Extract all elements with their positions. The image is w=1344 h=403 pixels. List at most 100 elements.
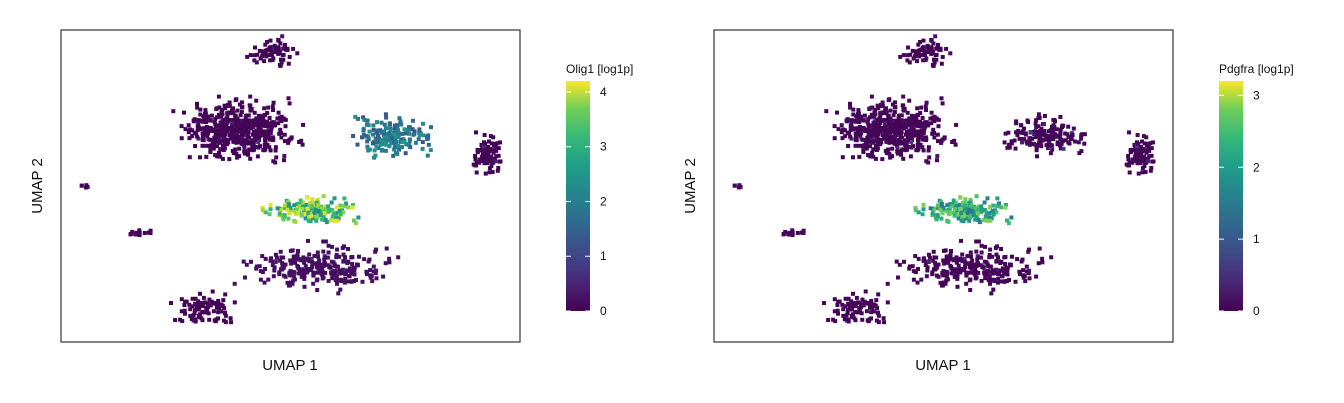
hex-point bbox=[884, 151, 889, 155]
hex-point bbox=[362, 117, 367, 122]
hex-point bbox=[1027, 136, 1032, 141]
hex-point bbox=[266, 124, 271, 129]
hex-point bbox=[855, 300, 860, 305]
hex-point bbox=[250, 144, 255, 149]
hex-point bbox=[303, 263, 308, 268]
hex-point bbox=[490, 170, 495, 174]
hex-point bbox=[247, 147, 252, 152]
hex-point bbox=[957, 203, 962, 207]
hex-point bbox=[279, 57, 283, 62]
hex-point bbox=[850, 126, 855, 131]
hex-point bbox=[380, 147, 385, 152]
colorbar-tick-label: 1 bbox=[1253, 232, 1260, 246]
hex-point bbox=[293, 209, 298, 214]
hex-point bbox=[893, 131, 898, 136]
hex-point bbox=[235, 155, 240, 160]
hex-point bbox=[285, 46, 290, 51]
hex-point bbox=[362, 257, 367, 262]
hex-point bbox=[842, 317, 847, 322]
hex-point bbox=[914, 49, 919, 54]
hex-point bbox=[182, 110, 186, 115]
hex-point bbox=[973, 217, 978, 222]
hex-point bbox=[219, 302, 224, 307]
hex-point bbox=[936, 124, 941, 129]
hex-point bbox=[218, 154, 223, 159]
x-axis-title: UMAP 1 bbox=[915, 357, 971, 374]
hex-point bbox=[959, 257, 964, 262]
hex-point bbox=[198, 291, 202, 296]
hex-point bbox=[407, 131, 412, 136]
hex-point bbox=[323, 204, 328, 209]
hex-point bbox=[990, 254, 995, 259]
hex-point bbox=[1059, 141, 1064, 146]
hex-point bbox=[1126, 154, 1131, 158]
hex-point bbox=[1135, 161, 1140, 166]
hex-point bbox=[977, 255, 981, 260]
hex-point bbox=[1052, 125, 1057, 130]
hex-point bbox=[231, 123, 236, 128]
hex-point bbox=[883, 148, 888, 153]
hex-point bbox=[953, 200, 958, 205]
hex-point bbox=[935, 213, 940, 218]
hex-point bbox=[242, 146, 247, 150]
hex-point bbox=[385, 126, 390, 130]
hex-point bbox=[921, 38, 926, 43]
hex-point bbox=[267, 212, 272, 217]
hex-point bbox=[269, 126, 274, 131]
hex-point bbox=[268, 202, 273, 207]
hex-point bbox=[218, 130, 223, 135]
hex-point bbox=[1028, 130, 1033, 135]
hex-point bbox=[996, 280, 1000, 285]
hex-point bbox=[291, 46, 296, 51]
hex-point bbox=[249, 139, 254, 144]
hex-point bbox=[216, 94, 221, 99]
hex-point bbox=[934, 46, 939, 51]
hex-point bbox=[295, 252, 300, 257]
hex-point bbox=[897, 262, 902, 267]
hex-point bbox=[941, 283, 945, 288]
hex-point bbox=[916, 42, 921, 47]
hex-point bbox=[908, 154, 913, 159]
hex-point bbox=[235, 126, 240, 131]
hex-point bbox=[360, 135, 364, 140]
hex-point bbox=[201, 295, 206, 300]
hex-point bbox=[844, 313, 849, 318]
hex-point bbox=[926, 252, 931, 257]
colorbar bbox=[1219, 81, 1243, 311]
hex-point bbox=[840, 155, 845, 160]
hex-point bbox=[935, 132, 940, 137]
hex-point bbox=[213, 319, 218, 324]
hex-point bbox=[277, 116, 282, 121]
hex-point bbox=[310, 264, 315, 269]
hex-point bbox=[868, 144, 872, 149]
hex-point bbox=[878, 112, 883, 117]
hex-point bbox=[215, 139, 219, 144]
hex-point bbox=[987, 278, 992, 283]
hex-point bbox=[311, 272, 316, 277]
hex-point bbox=[494, 154, 499, 159]
hex-point bbox=[919, 277, 924, 282]
hex-point bbox=[882, 320, 886, 325]
hex-point bbox=[969, 261, 974, 266]
hex-point bbox=[866, 319, 871, 324]
hex-point bbox=[1143, 161, 1148, 165]
hex-point bbox=[274, 155, 279, 160]
hex-point bbox=[240, 127, 245, 131]
hex-point bbox=[853, 126, 857, 131]
hex-point bbox=[990, 208, 995, 213]
hex-point bbox=[260, 254, 265, 259]
hex-point bbox=[836, 127, 841, 132]
hex-point bbox=[240, 105, 245, 110]
hex-point bbox=[851, 155, 855, 160]
hex-point bbox=[366, 137, 371, 141]
hex-point bbox=[967, 218, 972, 223]
hex-point bbox=[228, 118, 233, 122]
hex-point bbox=[1033, 142, 1038, 147]
hex-point bbox=[905, 53, 910, 58]
hex-point bbox=[374, 268, 379, 273]
hex-point bbox=[373, 136, 378, 141]
hex-point bbox=[956, 263, 961, 268]
hex-point bbox=[927, 50, 931, 55]
hex-point bbox=[1013, 146, 1018, 151]
hex-point bbox=[192, 311, 197, 316]
